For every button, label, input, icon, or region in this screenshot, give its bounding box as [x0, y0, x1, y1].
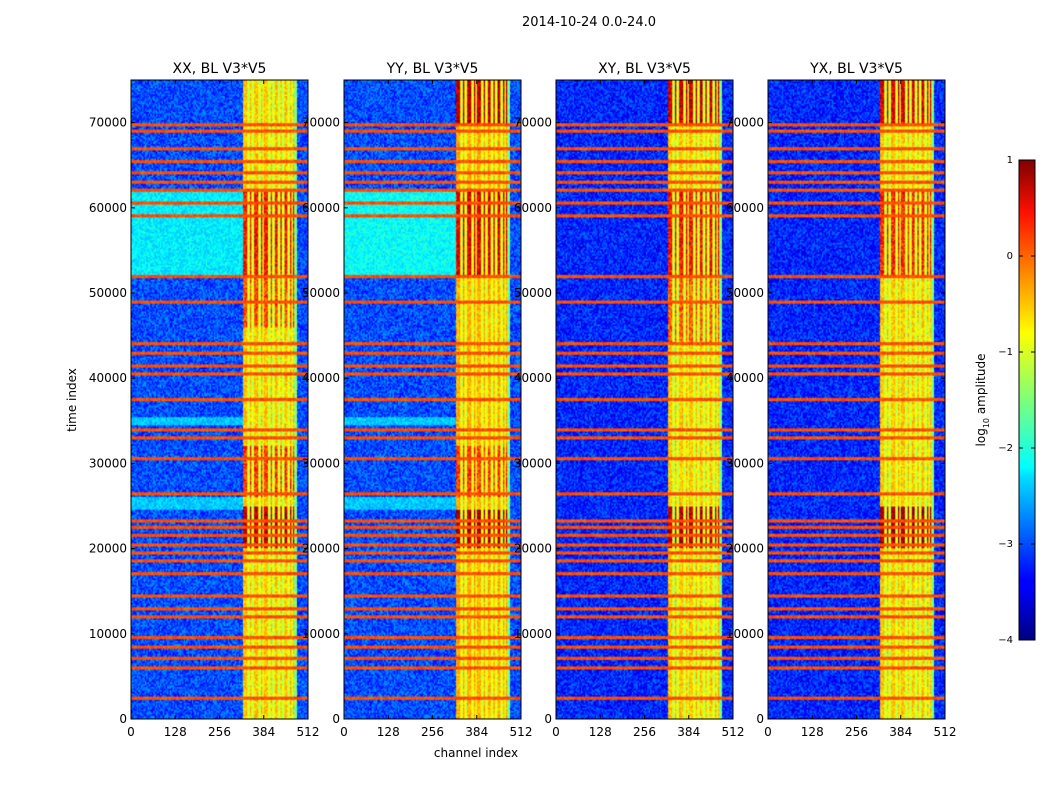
x-tick-label: 0	[340, 725, 348, 739]
x-tick-label: 512	[722, 725, 745, 739]
y-tick-label: 40000	[89, 371, 127, 385]
panel-title: YX, BL V3*V5	[809, 61, 903, 77]
y-tick-label: 0	[756, 712, 764, 726]
panel-xy: XY, BL V3*V5 0 128 256 384 512 0 10000 20000 3000…	[514, 61, 745, 739]
panel-title: XY, BL V3*V5	[598, 61, 691, 77]
colorbar-label: log10 amplitude	[974, 354, 991, 447]
x-tick-label: 0	[127, 725, 135, 739]
panel-yx: YX, BL V3*V5 0 128 256 384 512 0 10000 20000 3000…	[726, 61, 957, 739]
x-tick-label: 128	[589, 725, 612, 739]
x-tick-label: 128	[377, 725, 400, 739]
y-tick-label: 70000	[514, 116, 552, 130]
y-tick-label: 0	[332, 712, 340, 726]
panels: XX, BL V3*V5 0 128 256 384 512 0 10000 20000 3000…	[89, 61, 957, 739]
y-tick-label: 20000	[514, 542, 552, 556]
heatmap-image	[131, 80, 308, 719]
y-tick-label: 60000	[514, 201, 552, 215]
y-axis-label: time index	[65, 368, 79, 432]
x-tick-label: 384	[252, 725, 275, 739]
heatmap-image	[344, 80, 521, 719]
y-tick-label: 0	[544, 712, 552, 726]
panel-title: YY, BL V3*V5	[386, 61, 479, 77]
y-tick-label: 70000	[726, 116, 764, 130]
colorbar: 1 0 −1 −2 −3 −4 log10 amplitude	[974, 155, 1036, 646]
y-tick-label: 50000	[514, 286, 552, 300]
x-tick-label: 384	[465, 725, 488, 739]
colorbar-tick-label: 0	[1007, 251, 1013, 262]
y-tick-label: 30000	[89, 456, 127, 470]
x-tick-label: 512	[934, 725, 957, 739]
x-tick-label: 384	[677, 725, 700, 739]
y-tick-label: 70000	[89, 116, 127, 130]
y-tick-label: 40000	[302, 371, 340, 385]
colorbar-tick-label: −3	[998, 539, 1013, 550]
x-tick-label: 128	[164, 725, 187, 739]
heatmap-image	[556, 80, 733, 719]
x-tick-label: 256	[633, 725, 656, 739]
panel-title: XX, BL V3*V5	[173, 61, 267, 77]
y-tick-label: 10000	[89, 627, 127, 641]
y-tick-label: 30000	[302, 456, 340, 470]
panel-yy: YY, BL V3*V5 0 128 256 384 512 0 10000 20000 3000…	[302, 61, 533, 739]
heatmap-image	[768, 80, 945, 719]
y-tick-label: 30000	[726, 456, 764, 470]
y-tick-label: 60000	[726, 201, 764, 215]
x-tick-label: 0	[764, 725, 772, 739]
colorbar-gradient	[1018, 159, 1036, 641]
y-tick-label: 0	[119, 712, 127, 726]
x-tick-label: 512	[510, 725, 533, 739]
y-tick-label: 70000	[302, 116, 340, 130]
y-tick-label: 50000	[89, 286, 127, 300]
y-tick-label: 10000	[302, 627, 340, 641]
y-tick-label: 40000	[726, 371, 764, 385]
y-tick-label: 60000	[302, 201, 340, 215]
y-tick-label: 50000	[302, 286, 340, 300]
colorbar-ticks: 1 0 −1 −2 −3 −4	[998, 155, 1035, 646]
colorbar-tick-label: −1	[998, 347, 1013, 358]
figure-suptitle: 2014-10-24 0.0-24.0	[522, 15, 656, 30]
y-tick-label: 20000	[726, 542, 764, 556]
y-tick-label: 20000	[302, 542, 340, 556]
x-axis-label: channel index	[434, 746, 518, 760]
colorbar-tick-label: 1	[1007, 155, 1013, 166]
x-tick-label: 512	[297, 725, 320, 739]
x-tick-label: 384	[889, 725, 912, 739]
colorbar-tick-label: −2	[998, 443, 1013, 454]
y-tick-label: 20000	[89, 542, 127, 556]
colorbar-tick-label: −4	[998, 635, 1013, 646]
x-tick-label: 0	[552, 725, 560, 739]
y-tick-label: 30000	[514, 456, 552, 470]
x-tick-label: 256	[208, 725, 231, 739]
x-tick-label: 256	[421, 725, 444, 739]
x-tick-label: 128	[801, 725, 824, 739]
y-tick-label: 60000	[89, 201, 127, 215]
y-tick-label: 10000	[726, 627, 764, 641]
y-tick-label: 40000	[514, 371, 552, 385]
x-tick-label: 256	[845, 725, 868, 739]
panel-xx: XX, BL V3*V5 0 128 256 384 512 0 10000 20000 3000…	[89, 61, 320, 739]
y-tick-label: 50000	[726, 286, 764, 300]
y-tick-label: 10000	[514, 627, 552, 641]
